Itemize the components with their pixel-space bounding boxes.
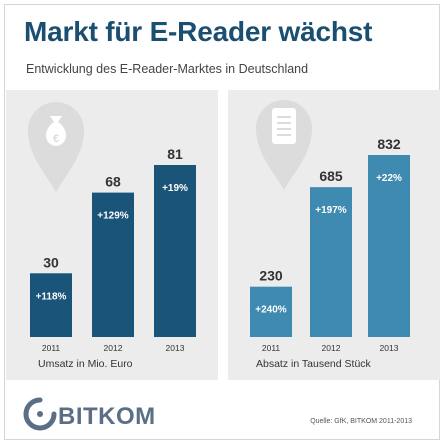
revenue-axis-label: Umsatz in Mio. Euro: [38, 358, 133, 370]
page-subtitle: Entwicklung des E-Reader-Marktes in Deut…: [26, 62, 309, 76]
value-label-1-0: 230: [259, 268, 283, 284]
value-label-1-2: 832: [377, 136, 401, 152]
source-note: Quelle: GfK, BITKOM 2011-2013: [310, 418, 412, 425]
bar-1-1: [310, 187, 352, 337]
tick-label-1-2: 2013: [380, 343, 399, 353]
page-title: Markt für E-Reader wächst: [24, 16, 373, 47]
value-label-0-1: 68: [105, 174, 121, 190]
tick-label-1-1: 2012: [322, 343, 341, 353]
bar-0-2: [154, 165, 196, 337]
bar-1-2: [368, 155, 410, 337]
bar-1-0: [250, 286, 292, 337]
svg-text:€: €: [53, 133, 59, 145]
money-bag-pin-icon: €: [28, 102, 84, 192]
value-label-1-1: 685: [319, 168, 343, 184]
tick-label-0-0: 2011: [42, 343, 61, 353]
growth-label-0-1: +129%: [97, 211, 129, 222]
growth-label-1-2: +22%: [376, 173, 402, 184]
growth-label-1-0: +240%: [255, 305, 287, 316]
value-label-0-2: 81: [167, 146, 183, 162]
tick-label-1-0: 2011: [262, 343, 281, 353]
sales-axis-label: Absatz in Tausend Stück: [256, 358, 371, 370]
e-reader-pin-icon: [256, 100, 312, 190]
bar-0-1: [92, 192, 134, 337]
bar-0-0: [30, 273, 72, 337]
tick-label-0-1: 2012: [104, 343, 123, 353]
value-label-0-0: 30: [43, 254, 59, 270]
bitkom-logo-icon: [23, 397, 57, 431]
logo-text: BITKOM: [58, 403, 156, 430]
growth-label-0-2: +19%: [162, 183, 188, 194]
growth-label-0-0: +118%: [36, 291, 67, 302]
tick-label-0-2: 2013: [166, 343, 185, 353]
growth-label-1-1: +197%: [315, 205, 347, 216]
